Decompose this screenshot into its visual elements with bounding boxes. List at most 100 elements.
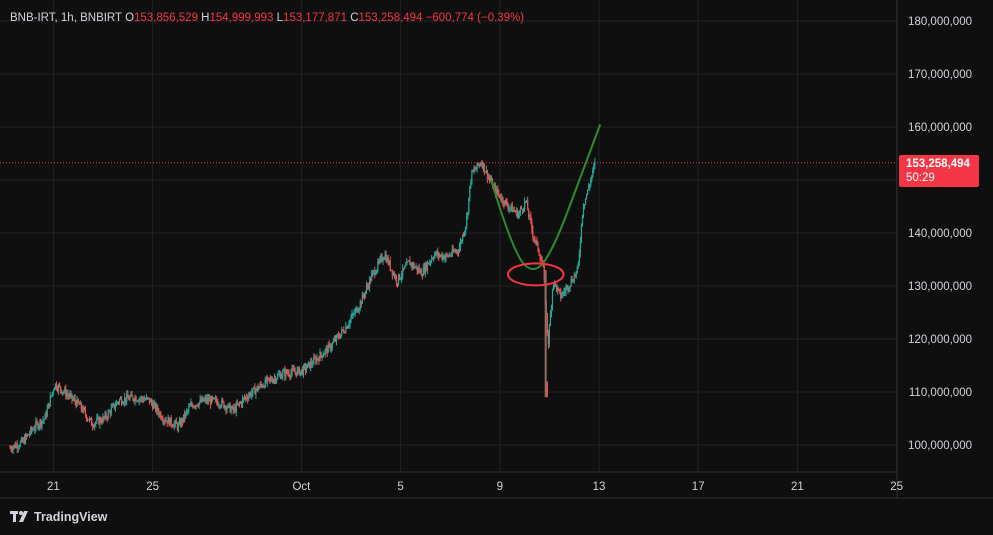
candle-body (343, 330, 345, 333)
candle-body (115, 402, 118, 406)
change-value: −600,774 (−0.39%) (425, 12, 525, 24)
candle-body (325, 347, 327, 350)
candle-body (522, 209, 525, 211)
candle-body (440, 254, 442, 256)
last-price-value: 153,258,494 (906, 158, 970, 170)
candle-body (439, 255, 441, 257)
candle-body (53, 387, 56, 391)
candle-body (386, 257, 388, 262)
candle-body (529, 215, 531, 217)
candle-body (227, 404, 229, 408)
candle-body (9, 447, 11, 449)
candle-body (375, 272, 377, 275)
candle-body (206, 398, 208, 402)
candle-body (568, 288, 570, 290)
candle-body (515, 209, 517, 213)
candle-body (318, 358, 320, 361)
candle-body (294, 371, 296, 373)
candle-body (257, 386, 259, 390)
candle-body (129, 396, 131, 400)
x-tick-label: 25 (890, 481, 903, 493)
symbol-label[interactable]: BNB-IRT, 1h, BNBIRT (10, 12, 122, 24)
candle-body (371, 274, 373, 281)
candle-body (15, 444, 17, 448)
candle-body (347, 326, 349, 329)
candle-body (422, 267, 424, 276)
candle-body (312, 364, 314, 366)
candle-body (374, 270, 376, 275)
drawing-annotations (490, 123, 602, 287)
tradingview-logo[interactable]: TradingView (10, 510, 107, 524)
candle-body (408, 260, 410, 262)
candle-body (88, 418, 91, 421)
candle-body (124, 397, 126, 403)
candle-body (576, 266, 578, 272)
candle-body (472, 170, 474, 172)
candle-body (208, 398, 211, 402)
candle-body (230, 408, 232, 413)
candle-body (556, 284, 558, 291)
candle-body (338, 335, 340, 338)
candle-body (54, 383, 57, 388)
bar-countdown: 50:29 (906, 172, 935, 184)
candle-body (457, 251, 460, 253)
candle-body (164, 420, 166, 422)
candlestick-series (9, 157, 596, 455)
candle-body (587, 189, 589, 195)
candle-body (385, 254, 387, 262)
candle-body (483, 163, 485, 172)
candle-body (243, 397, 246, 399)
candle-body (81, 408, 83, 412)
candle-body (309, 361, 311, 369)
candle-body (87, 419, 90, 421)
candle-body (24, 435, 27, 444)
x-tick-label: 9 (497, 481, 503, 493)
candle-body (345, 326, 347, 333)
candle-body (503, 202, 505, 206)
candle-body (552, 284, 555, 290)
candle-body (496, 188, 498, 194)
candle-body (395, 276, 398, 284)
candle-body (541, 260, 543, 264)
candle-body (436, 251, 438, 256)
candle-body (212, 397, 215, 399)
candle-body (222, 399, 224, 402)
candle-body (152, 403, 154, 409)
candle-body (28, 434, 30, 436)
candle-body (112, 403, 114, 406)
candle-body (517, 214, 519, 218)
candle-body (125, 397, 127, 402)
candle-body (320, 352, 322, 356)
candle-body (273, 377, 276, 380)
price-axis[interactable]: 100,000,000 110,000,000 120,000,000 130,000… (896, 0, 972, 498)
time-axis[interactable]: 21 25 Oct 5 9 13 17 21 25 (0, 471, 993, 499)
candle-body (565, 288, 567, 292)
candle-body (202, 397, 204, 402)
candle-body (326, 347, 328, 353)
candle-body (119, 398, 122, 400)
candle-body (573, 275, 575, 282)
candle-body (581, 214, 584, 225)
candle-body (250, 393, 252, 397)
candle-body (60, 386, 62, 391)
candle-body (377, 261, 379, 270)
candle-body (132, 396, 134, 400)
candle-body (77, 399, 79, 403)
candle-body (516, 209, 518, 218)
candle-body (282, 371, 284, 377)
candle-body (93, 426, 95, 428)
candle-body (137, 400, 139, 402)
candle-body (563, 291, 565, 293)
candle-body (396, 283, 399, 285)
candle-body (351, 314, 353, 318)
candle-body (131, 394, 133, 397)
candle-body (21, 438, 23, 442)
candle-body (71, 393, 73, 400)
candle-body (394, 276, 397, 278)
candle-body (549, 314, 552, 326)
candle-body (166, 420, 168, 424)
candle-body (411, 262, 413, 267)
candle-body (494, 186, 496, 188)
candle-body (270, 378, 273, 381)
